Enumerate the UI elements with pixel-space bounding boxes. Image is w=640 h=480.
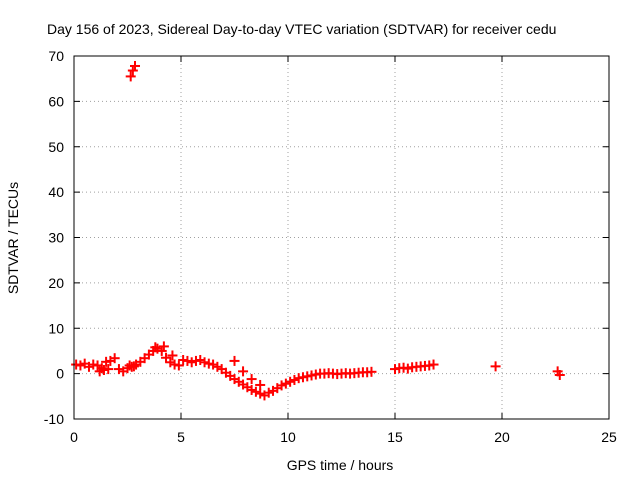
x-axis-label: GPS time / hours (287, 457, 394, 473)
y-tick-label: 0 (56, 366, 64, 382)
y-axis-label: SDTVAR / TECUs (5, 182, 21, 294)
data-point (554, 369, 565, 380)
plot-frame (73, 55, 610, 420)
data-point (428, 359, 439, 370)
data-point (490, 361, 501, 372)
data-point (246, 374, 257, 385)
y-tick-label: 50 (48, 139, 64, 155)
data-point (156, 345, 167, 356)
x-tick-label: 15 (387, 429, 403, 445)
data-point (255, 379, 266, 390)
x-tick-label: 10 (280, 429, 296, 445)
x-tick-label: 5 (177, 429, 185, 445)
y-tick-label: 20 (48, 275, 64, 291)
data-point (127, 65, 138, 76)
x-tick-label: 20 (494, 429, 510, 445)
x-tick-label: 0 (70, 429, 78, 445)
data-point (125, 71, 136, 82)
chart-title: Day 156 of 2023, Sidereal Day-to-day VTE… (47, 21, 556, 37)
data-point (229, 355, 240, 366)
data-point (366, 366, 377, 377)
data-point (128, 361, 139, 372)
y-tick-label: 30 (48, 230, 64, 246)
y-tick-label: 40 (48, 184, 64, 200)
y-tick-label: 70 (48, 48, 64, 64)
data-point (129, 60, 140, 71)
y-tick-label: -10 (44, 411, 64, 427)
data-points (71, 60, 565, 401)
data-point (167, 350, 178, 361)
data-point (103, 364, 114, 375)
y-tick-label: 60 (48, 93, 64, 109)
axis-ticks: 0 5 10 15 20 25 -10 0 10 20 30 40 50 60 70 (44, 48, 617, 445)
data-point (109, 353, 120, 364)
x-tick-label: 25 (601, 429, 617, 445)
data-point (173, 360, 184, 371)
grid (74, 56, 609, 419)
data-point (150, 342, 161, 353)
data-point (158, 341, 169, 352)
data-point (238, 366, 249, 377)
y-tick-label: 10 (48, 320, 64, 336)
